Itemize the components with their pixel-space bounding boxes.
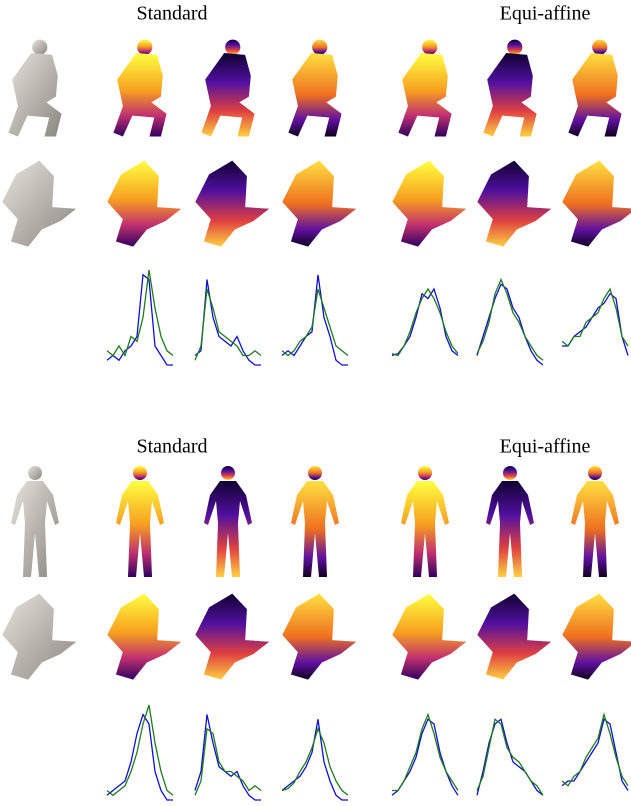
curve (282, 719, 348, 800)
shape (288, 40, 341, 137)
curve (562, 294, 628, 356)
shape (568, 40, 621, 137)
curve (107, 275, 173, 365)
shape (113, 40, 166, 137)
heading: Equi-affine (500, 436, 591, 458)
curve (562, 289, 628, 346)
shape (562, 594, 631, 680)
shape (201, 40, 254, 137)
curve (282, 275, 348, 365)
curve (392, 289, 458, 356)
shape (116, 466, 164, 577)
shape (392, 161, 466, 247)
heading: Equi-affine (500, 3, 591, 25)
curve (107, 715, 173, 801)
curve (477, 280, 543, 361)
shape (477, 594, 551, 680)
shape (195, 161, 269, 247)
curve (282, 729, 348, 796)
shape (2, 161, 76, 247)
heading: Standard (136, 3, 207, 25)
shape (282, 161, 356, 247)
heading: Standard (136, 436, 207, 458)
shape (401, 466, 449, 577)
shape (571, 466, 619, 577)
shape (107, 594, 181, 680)
shape (486, 466, 534, 577)
curve (107, 270, 173, 356)
shape (483, 40, 536, 137)
curve (392, 289, 458, 356)
curve (195, 715, 261, 801)
shape (291, 466, 339, 577)
shape (282, 594, 356, 680)
shape (11, 466, 59, 577)
shape (107, 161, 181, 247)
shape (562, 161, 631, 247)
shape (477, 161, 551, 247)
figure: Standard Equi-affine Standard Equi-affin… (0, 0, 631, 806)
shape (392, 594, 466, 680)
curve (562, 715, 628, 786)
shape (8, 40, 61, 137)
shape (398, 40, 451, 137)
curve (107, 705, 173, 795)
shape (2, 594, 76, 680)
curve (477, 284, 543, 365)
curve (195, 280, 261, 366)
shape (195, 594, 269, 680)
shape (204, 466, 252, 577)
